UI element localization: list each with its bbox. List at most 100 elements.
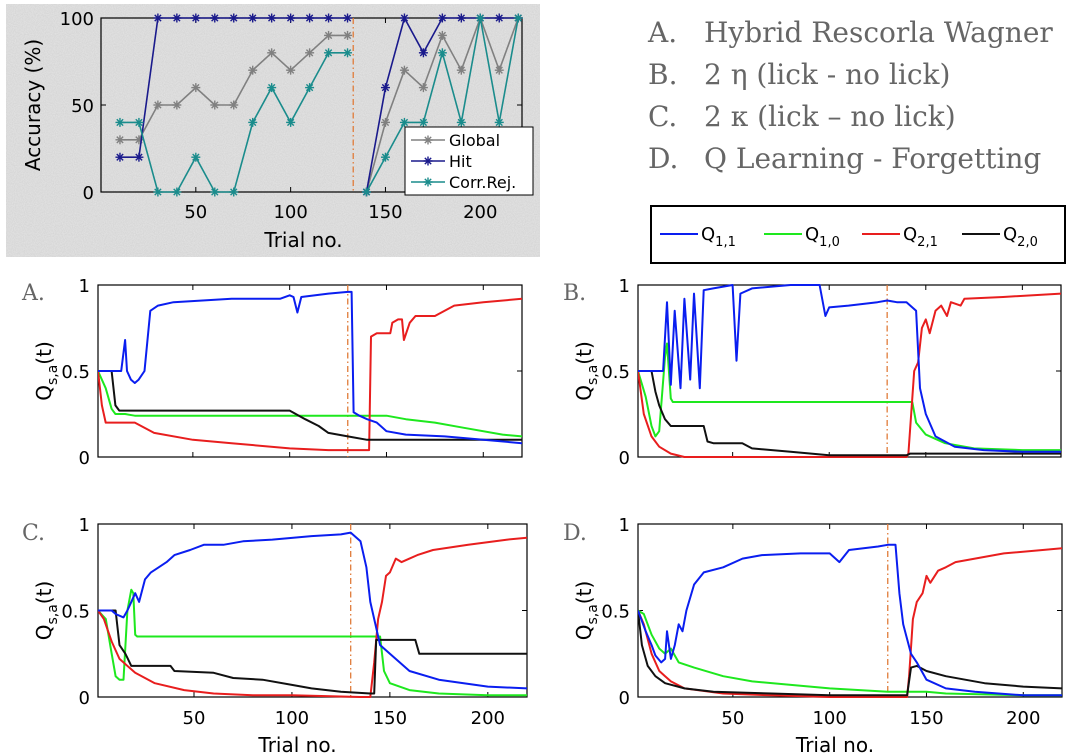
q-legend-sub: 1,1 xyxy=(715,235,736,250)
y-axis-label-tail: (t) xyxy=(572,581,596,604)
data-point-marker xyxy=(324,30,334,40)
data-point-marker xyxy=(399,117,409,127)
data-point-marker xyxy=(172,100,182,110)
data-point-marker xyxy=(134,117,144,127)
x-tick-label: 150 xyxy=(373,708,407,729)
data-point-marker xyxy=(286,117,296,127)
data-point-marker xyxy=(418,117,428,127)
x-tick-label: 200 xyxy=(463,202,497,223)
marker-stroke xyxy=(249,14,257,22)
marker-stroke xyxy=(381,153,390,161)
marker-stroke xyxy=(438,31,447,40)
series-line-q21 xyxy=(98,297,522,452)
legend-label: Hit xyxy=(449,152,472,171)
data-point-marker xyxy=(399,65,409,75)
q-legend-sub: 1,0 xyxy=(819,235,840,250)
y-tick-label: 0 xyxy=(619,448,630,469)
marker-stroke xyxy=(381,83,390,92)
q-legend: Q1,1 Q1,0 Q2,1 Q2,0 xyxy=(650,205,1066,264)
data-point-marker xyxy=(172,187,182,197)
y-tick-label: 0.5 xyxy=(61,362,90,383)
marker-stroke xyxy=(419,83,428,92)
y-axis-label-base: Q xyxy=(32,625,56,641)
model-item-letter: C. xyxy=(648,100,677,133)
marker-stroke xyxy=(192,153,200,161)
marker-stroke xyxy=(135,118,143,127)
data-point-marker xyxy=(418,83,428,93)
marker-stroke xyxy=(230,101,238,109)
marker-stroke xyxy=(135,153,143,161)
series-line-q10 xyxy=(638,609,1062,697)
y-tick-label: 0.5 xyxy=(601,362,630,383)
marker-stroke xyxy=(514,14,522,22)
data-point-marker xyxy=(305,13,315,23)
marker-stroke xyxy=(457,14,465,22)
y-axis-label: Qs,a(t) xyxy=(572,341,601,401)
data-point-marker xyxy=(456,13,466,23)
y-axis-label-sub: s,a xyxy=(45,365,61,385)
marker-stroke xyxy=(381,118,390,127)
marker-stroke xyxy=(192,83,200,92)
data-point-marker xyxy=(423,156,433,166)
series-line-q21 xyxy=(98,536,527,698)
marker-stroke xyxy=(249,118,257,127)
series-corrrej xyxy=(115,13,523,197)
marker-stroke xyxy=(424,157,432,165)
marker-stroke xyxy=(211,101,219,109)
marker-stroke xyxy=(116,118,124,127)
y-tick-label: 100 xyxy=(60,9,94,30)
model-item-letter: D. xyxy=(648,142,678,175)
data-point-marker xyxy=(418,48,428,58)
marker-stroke xyxy=(424,136,432,144)
panel-label: A. xyxy=(21,281,45,306)
y-axis-label-tail: (t) xyxy=(32,341,56,364)
data-point-marker xyxy=(494,13,504,23)
plot-frame xyxy=(97,284,523,458)
data-point-marker xyxy=(191,152,201,162)
marker-stroke xyxy=(324,14,333,22)
data-point-marker xyxy=(267,48,277,58)
marker-stroke xyxy=(116,153,124,161)
marker-stroke xyxy=(438,49,447,57)
plot-frame xyxy=(97,523,528,698)
x-tick-label: 150 xyxy=(909,708,943,729)
panel-a: A. 0 0.5 1 Qs,a(t) xyxy=(21,276,523,469)
data-point-marker xyxy=(229,13,239,23)
marker-stroke xyxy=(116,136,124,144)
marker-stroke xyxy=(173,14,181,22)
x-tick-label: 100 xyxy=(812,708,846,729)
data-point-marker xyxy=(191,13,201,23)
data-point-marker xyxy=(305,48,315,58)
legend-label: Corr.Rej. xyxy=(449,173,516,192)
data-point-marker xyxy=(380,117,390,127)
data-point-marker xyxy=(423,177,433,187)
data-point-marker xyxy=(437,48,447,58)
data-point-marker xyxy=(437,13,447,23)
data-point-marker xyxy=(153,100,163,110)
marker-stroke xyxy=(267,83,276,92)
q-legend-sub: 2,0 xyxy=(1017,235,1038,250)
data-point-marker xyxy=(475,13,485,23)
data-point-marker xyxy=(115,135,125,145)
x-tick-label: 50 xyxy=(721,708,744,729)
y-tick-label: 1 xyxy=(619,515,630,536)
model-list: A. Hybrid Rescorla Wagner B. 2 η (lick -… xyxy=(647,16,1053,175)
marker-stroke xyxy=(230,14,238,22)
legend-label: Global xyxy=(449,131,500,150)
data-point-marker xyxy=(286,13,296,23)
marker-stroke xyxy=(154,101,162,109)
data-point-marker xyxy=(399,13,409,23)
y-axis-label: Qs,a(t) xyxy=(32,341,61,401)
q-legend-label: Q2,1 xyxy=(903,224,938,250)
data-point-marker xyxy=(248,117,258,127)
marker-stroke xyxy=(324,31,333,40)
data-point-marker xyxy=(343,13,353,23)
panel-b: B. 0 0.5 1 Qs,a(t) xyxy=(563,276,1062,469)
data-point-marker xyxy=(380,83,390,93)
marker-stroke xyxy=(305,49,314,57)
marker-stroke xyxy=(424,178,432,186)
series-line-q10 xyxy=(98,588,527,697)
data-point-marker xyxy=(324,13,334,23)
marker-stroke xyxy=(192,14,200,22)
